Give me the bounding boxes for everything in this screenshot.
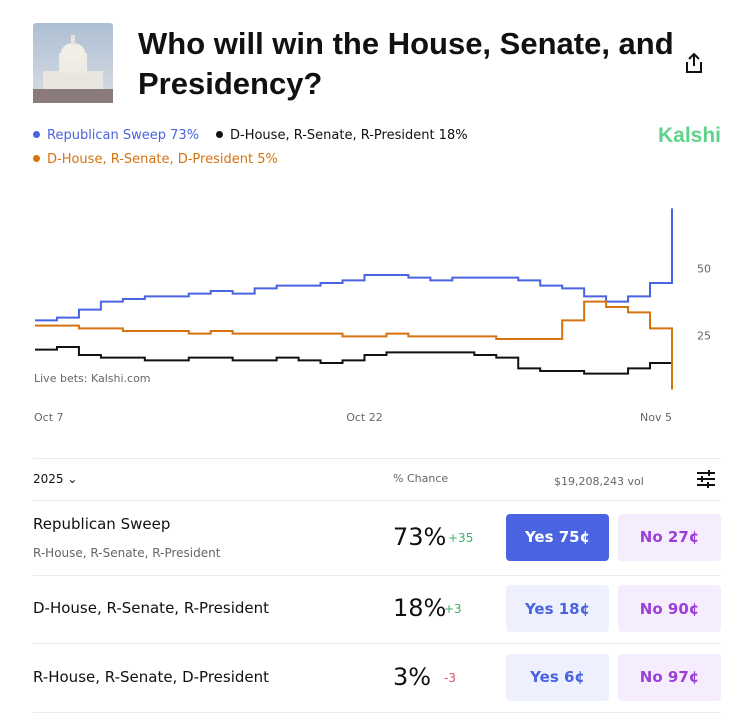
x-tick-label: Oct 7 xyxy=(34,411,64,424)
share-button[interactable] xyxy=(683,51,705,75)
legend-label: D-House, R-Senate, D-President 5% xyxy=(47,152,278,167)
y-tick-label: 25 xyxy=(697,329,711,342)
legend-item: D-House, R-Senate, D-President 5% xyxy=(33,152,278,167)
title: Who will win the House, Senate, and Pres… xyxy=(138,26,674,101)
volume: $19,208,243 vol xyxy=(554,475,644,488)
filter-button[interactable] xyxy=(696,470,716,488)
separator xyxy=(33,712,721,713)
separator xyxy=(33,458,721,459)
x-tick-label: Nov 5 xyxy=(640,411,672,424)
legend-dot xyxy=(216,131,223,138)
separator xyxy=(33,643,721,644)
thumbnail xyxy=(33,23,113,103)
legend-item: D-House, R-Senate, R-President 18% xyxy=(216,128,468,143)
legend-dot xyxy=(33,131,40,138)
legend-label: D-House, R-Senate, R-President 18% xyxy=(230,128,468,143)
no-button[interactable]: No 90¢ xyxy=(618,585,721,632)
separator xyxy=(33,500,721,501)
no-button[interactable]: No 27¢ xyxy=(618,513,721,561)
chance: 3% xyxy=(393,662,432,691)
outcome-name: D-House, R-Senate, R-President xyxy=(33,599,270,617)
change: +3 xyxy=(444,602,462,616)
year: 2025 xyxy=(33,472,64,486)
legend-dot xyxy=(33,155,40,162)
brand[interactable]: Kalshi xyxy=(657,124,721,147)
yes-button[interactable]: Yes 6¢ xyxy=(506,653,609,701)
outcome-name: Republican Sweep xyxy=(33,515,171,533)
no-button[interactable]: No 97¢ xyxy=(618,653,721,701)
y-tick-label: 50 xyxy=(697,263,711,276)
series-line xyxy=(35,346,673,375)
chart: 25 50 Oct 7 Oct 22 Nov 5 Live bets: Kalshi.co… xyxy=(34,208,711,424)
change: +35 xyxy=(448,530,474,545)
chance: 18% xyxy=(393,594,447,622)
change: -3 xyxy=(444,670,456,685)
separator xyxy=(33,575,721,576)
year-select[interactable]: 2025 ⌄ xyxy=(33,472,77,486)
legend-item: Republican Sweep 73% xyxy=(33,128,199,143)
chevron: ⌄ xyxy=(67,472,78,486)
outcome-name: R-House, R-Senate, D-President xyxy=(33,667,270,686)
chance-header: % Chance xyxy=(393,472,449,485)
outcome-subtitle: R-House, R-Senate, R-President xyxy=(33,546,221,560)
chance: 73% xyxy=(393,522,447,551)
series-line xyxy=(35,208,673,322)
yes-button[interactable]: Yes 75¢ xyxy=(506,513,609,561)
series-line xyxy=(35,300,673,390)
legend-label: Republican Sweep 73% xyxy=(47,128,200,143)
x-tick-label: Oct 22 xyxy=(346,411,383,424)
annotation: Live bets: Kalshi.com xyxy=(34,372,151,385)
yes-button[interactable]: Yes 18¢ xyxy=(506,585,609,632)
